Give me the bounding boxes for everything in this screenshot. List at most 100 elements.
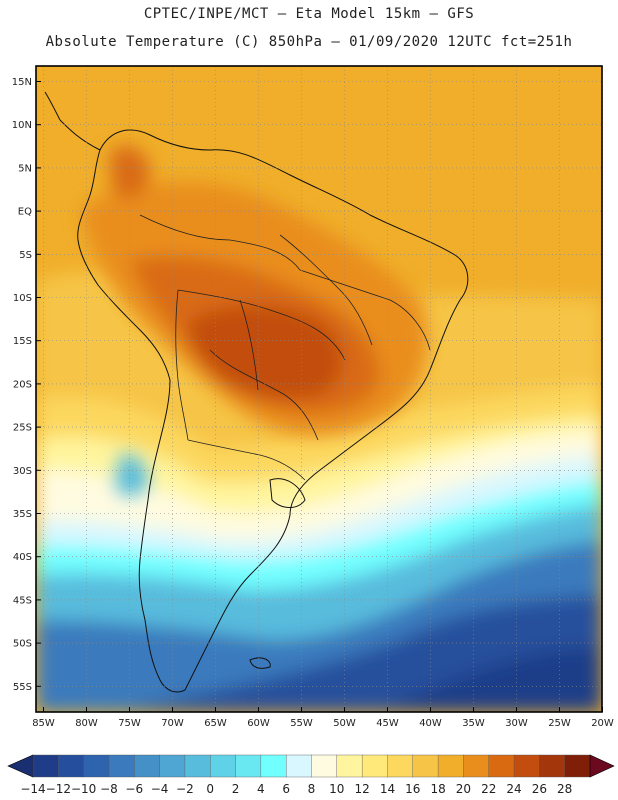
lat-label: 50S [13, 639, 32, 650]
lon-label: 25W [548, 718, 571, 729]
border-4 [209, 349, 319, 441]
warm-spot-north [110, 146, 150, 199]
lon-label: 75W [118, 718, 141, 729]
border-7 [299, 269, 431, 351]
lon-label: 55W [290, 718, 313, 729]
colorbar-label: 14 [380, 782, 395, 796]
colorbar-swatch [235, 754, 262, 778]
lon-label: 35W [462, 718, 485, 729]
border-2 [177, 289, 346, 361]
colorbar-swatch [285, 754, 313, 778]
south-america-coast [77, 129, 469, 693]
colorbar-label: 8 [308, 782, 316, 796]
central-america-coast-2 [44, 91, 61, 121]
latitude-labels: 15N 10N 5N EQ 5S 10S 15S 20S 25S 30S 35S 40S 45S 50S 5… [12, 77, 41, 693]
colorbar-swatch [260, 754, 287, 778]
colorbar-label: −8 [100, 782, 118, 796]
band-minus12 [380, 648, 602, 712]
colorbar-swatch [361, 754, 388, 778]
lon-label: 60W [247, 718, 270, 729]
lon-label: 20W [591, 718, 614, 729]
colorbar-swatch [564, 754, 591, 778]
chart-title-line1: CPTEC/INPE/MCT – Eta Model 15km – GFS [143, 6, 475, 22]
colorbar-label: −12 [46, 782, 71, 796]
colorbar-label: −4 [151, 782, 169, 796]
border-1 [139, 214, 301, 271]
colorbar-label: −6 [125, 782, 143, 796]
colorbar-swatch [539, 754, 566, 778]
colorbar-label: 18 [430, 782, 445, 796]
falklands [249, 657, 271, 669]
colorbar-label: 22 [481, 782, 496, 796]
colorbar-swatch [437, 754, 464, 778]
lat-label: 40S [13, 552, 32, 563]
colorbar-label: 0 [206, 782, 214, 796]
lat-label: 25S [13, 423, 32, 434]
colorbar-swatch [134, 754, 161, 778]
central-america-coast [59, 119, 101, 151]
lat-label: 10N [12, 120, 32, 131]
colorbar: −14 −12 −10 −8 −6 −4 −2 0 2 4 6 8 10 12 14 16 18 20 22 24 26… [7, 754, 615, 796]
colorbar-swatch [387, 754, 414, 778]
lat-label: 30S [13, 466, 32, 477]
map-frame [35, 65, 603, 713]
colorbar-swatch [58, 754, 85, 778]
colorbar-swatch [210, 754, 237, 778]
country-borders [139, 214, 431, 481]
lat-label: 10S [13, 293, 32, 304]
colorbar-label: −10 [71, 782, 96, 796]
border-3 [175, 289, 189, 441]
colorbar-label: 20 [456, 782, 471, 796]
lon-label: 30W [505, 718, 528, 729]
border-8 [239, 299, 259, 391]
lon-label: 50W [333, 718, 356, 729]
lat-label: 15N [12, 77, 32, 88]
colorbar-swatch [336, 754, 363, 778]
warm-pool-24 [188, 305, 343, 399]
colorbar-label: 2 [232, 782, 240, 796]
colorbar-over-arrow [589, 754, 615, 778]
lon-label: 40W [419, 718, 442, 729]
colorbar-label: −2 [176, 782, 194, 796]
longitude-labels: 85W 80W 75W 70W 65W 60W 55W 50W 45W 40W 35W 30W 25W 2… [32, 707, 614, 729]
lat-label: 15S [13, 336, 32, 347]
colorbar-swatch [108, 754, 135, 778]
lon-label: 85W [32, 718, 55, 729]
colorbar-label: 24 [506, 782, 521, 796]
lon-label: 45W [376, 718, 399, 729]
colorbar-swatch [513, 754, 540, 778]
colorbar-swatch [83, 754, 110, 778]
lon-label: 80W [75, 718, 98, 729]
lat-label: 45S [13, 595, 32, 606]
colorbar-label: 6 [282, 782, 290, 796]
lat-label: 35S [13, 509, 32, 520]
lat-label: 55S [13, 682, 32, 693]
colorbar-swatch [311, 754, 338, 778]
lat-label: 5N [18, 163, 32, 174]
colorbar-label: 26 [532, 782, 547, 796]
colorbar-swatch [463, 754, 490, 778]
chart-title-line2: Absolute Temperature (C) 850hPa – 01/09/… [45, 34, 573, 50]
colorbar-label: 28 [557, 782, 572, 796]
lon-label: 70W [161, 718, 184, 729]
colorbar-label: −14 [20, 782, 45, 796]
colorbar-swatch [159, 754, 186, 778]
lat-label: EQ [18, 207, 32, 218]
border-5 [187, 439, 306, 481]
colorbar-swatch [32, 754, 59, 778]
colorbar-label: 10 [329, 782, 344, 796]
border-6 [279, 234, 373, 346]
temperature-field [36, 66, 602, 712]
lat-label: 20S [13, 379, 32, 390]
lat-label: 5S [19, 250, 32, 261]
colorbar-swatch [184, 754, 211, 778]
lon-label: 65W [204, 718, 227, 729]
colorbar-swatch [488, 754, 515, 778]
coastlines [44, 91, 469, 693]
rio-de-la-plata [269, 478, 306, 508]
colorbar-label: 16 [405, 782, 420, 796]
colorbar-label: 4 [257, 782, 265, 796]
colorbar-under-arrow [7, 754, 34, 778]
colorbar-swatch [412, 754, 439, 778]
